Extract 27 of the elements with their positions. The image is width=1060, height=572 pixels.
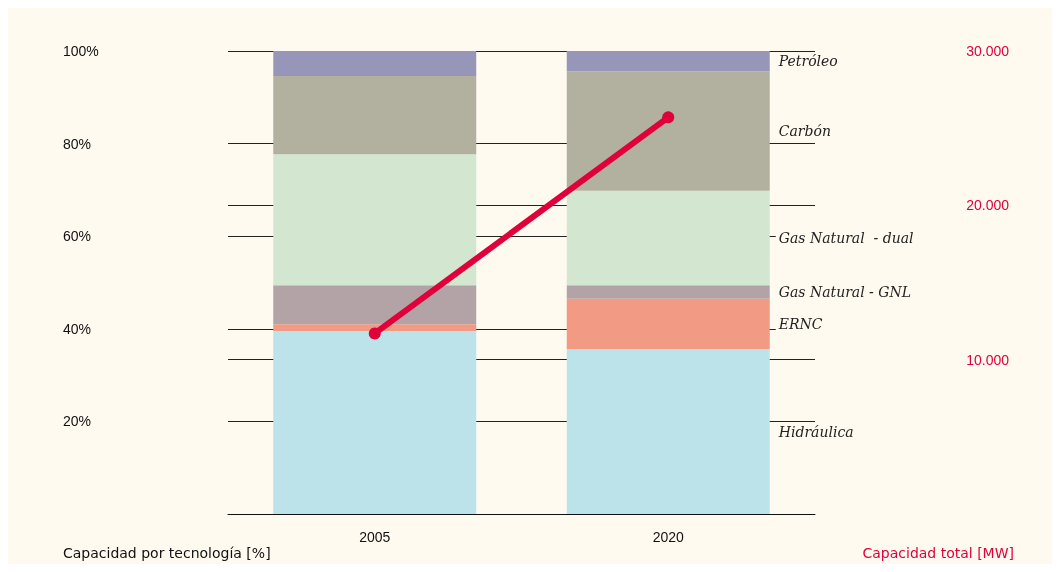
series-label: Hidráulica xyxy=(777,423,854,440)
bar xyxy=(566,51,770,72)
bar xyxy=(566,285,770,299)
y2-tick-label: 30.000 xyxy=(966,43,1010,59)
bar xyxy=(566,298,770,350)
y2-tick-label: 20.000 xyxy=(966,197,1010,214)
series-label: Gas Natural - GNL xyxy=(778,283,912,300)
series-label: Petróleo xyxy=(777,53,838,70)
bar xyxy=(273,76,477,155)
bar xyxy=(273,331,477,514)
bar xyxy=(566,349,770,514)
x-tick-label: 2020 xyxy=(652,529,685,545)
y-tick-label: 20% xyxy=(63,413,92,430)
series-label: ERNC xyxy=(777,315,823,332)
x-tick-label: 2005 xyxy=(359,529,391,545)
bar xyxy=(273,51,477,76)
y-tick-label: 40% xyxy=(63,320,92,337)
y2-axis-title: Capacidad total [MW] xyxy=(862,545,1015,561)
y-tick-label: 60% xyxy=(63,228,92,245)
y-axis-title: Capacidad por tecnología [%] xyxy=(63,545,271,561)
series-label: Gas Natural - dual xyxy=(778,230,914,247)
series-label: Carbón xyxy=(778,123,831,140)
bar xyxy=(273,285,477,325)
y-tick-label: 80% xyxy=(63,135,92,152)
y2-tick-label: 10.000 xyxy=(966,351,1010,368)
bar xyxy=(273,324,477,332)
y-tick-label: 100% xyxy=(63,43,99,59)
